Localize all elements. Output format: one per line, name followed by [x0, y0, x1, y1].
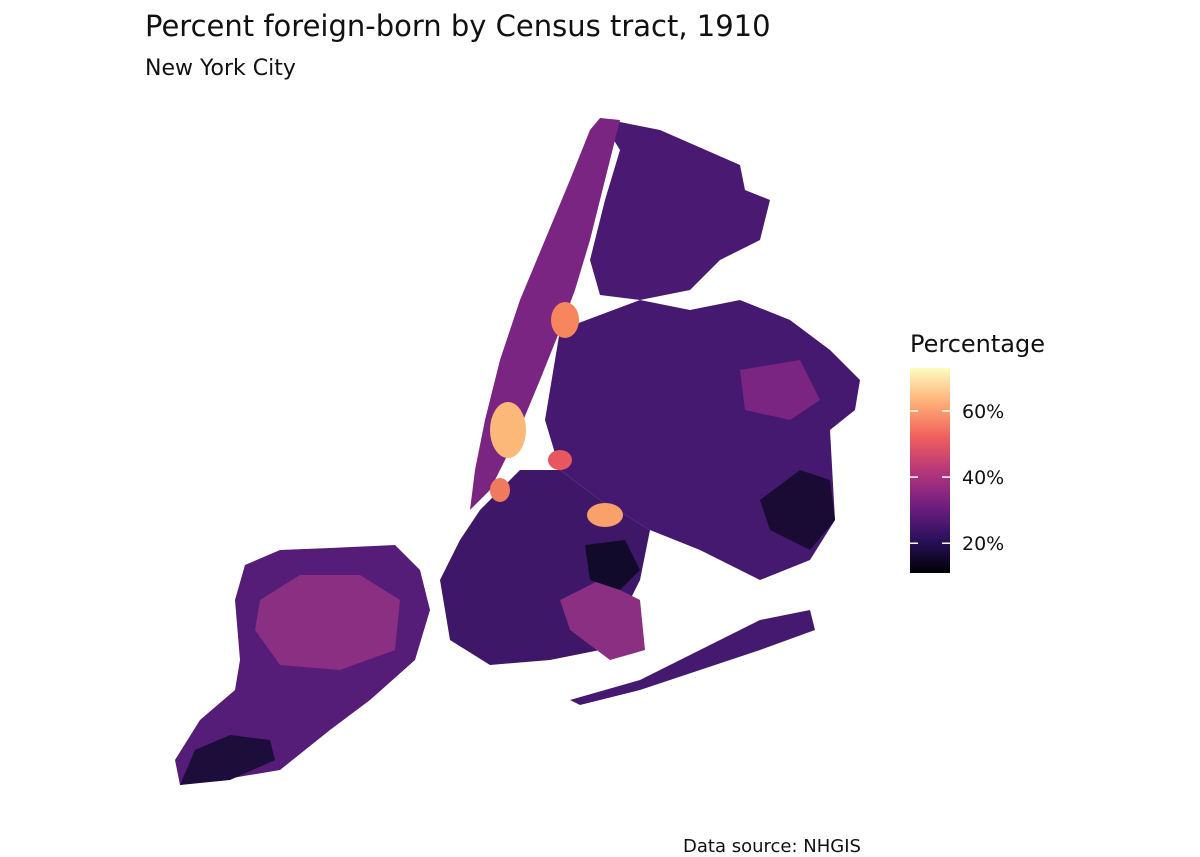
bronx [590, 118, 770, 300]
legend-colorbar [910, 368, 950, 573]
hotspot [551, 302, 579, 338]
hotspot [490, 478, 510, 502]
queens-east [760, 470, 835, 550]
brooklyn-south [560, 580, 645, 660]
queens-center [740, 360, 820, 420]
legend-tick-label: 60% [962, 401, 1004, 423]
hotspot [490, 402, 526, 458]
title: Percent foreign-born by Census tract, 19… [145, 9, 771, 43]
brooklyn-dark [585, 540, 640, 590]
hotspot [548, 450, 572, 470]
legend-title: Percentage [910, 330, 1045, 358]
legend-tick-label: 20% [962, 533, 1004, 555]
legend-ticks: 20% 40% 60% [910, 401, 1004, 555]
staten-island-south [180, 735, 275, 785]
subtitle: New York City [145, 56, 296, 81]
map-shapes [175, 118, 860, 785]
hotspot [587, 503, 623, 527]
rockaway [570, 610, 815, 705]
staten-island-center [255, 575, 400, 670]
legend-tick-label: 40% [962, 467, 1004, 489]
caption: Data source: NHGIS [683, 836, 861, 857]
